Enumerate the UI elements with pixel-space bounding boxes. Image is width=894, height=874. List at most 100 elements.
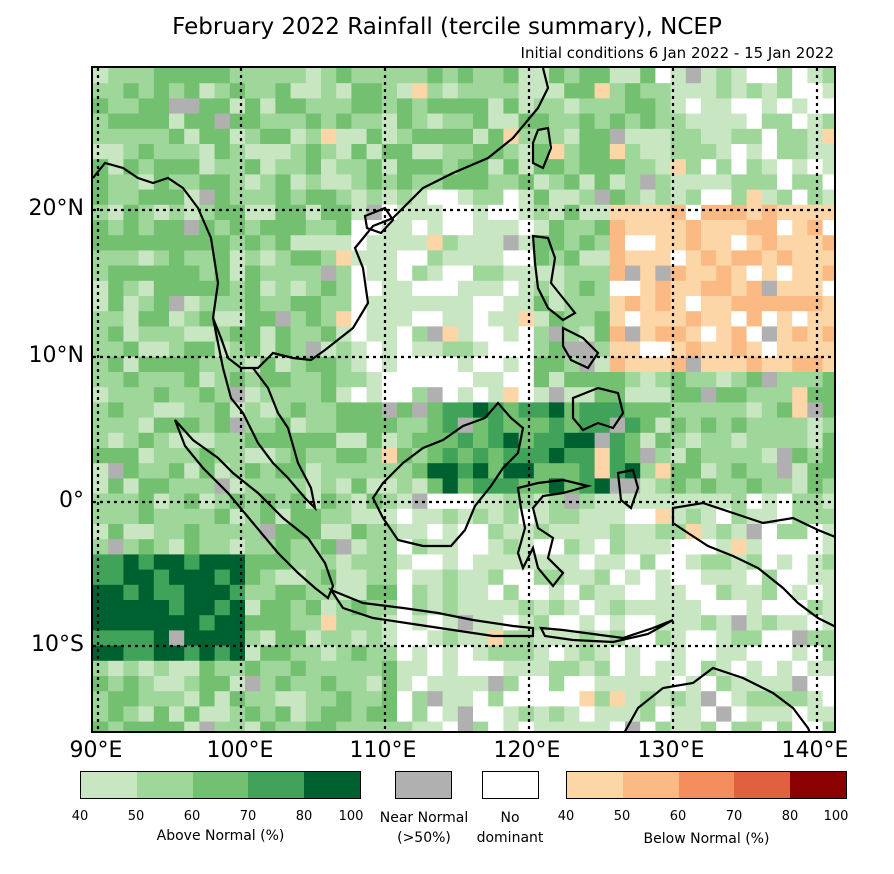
grid-cell	[412, 630, 428, 647]
grid-cell	[777, 280, 793, 297]
grid-cell	[685, 265, 702, 282]
grid-cell	[625, 83, 641, 99]
grid-cell	[822, 387, 834, 403]
grid-cell	[397, 311, 413, 327]
grid-cell	[214, 524, 231, 540]
grid-cell	[761, 691, 778, 707]
grid-cell	[701, 630, 717, 647]
grid-cell	[549, 204, 565, 221]
grid-cell	[488, 204, 504, 221]
grid-cell	[260, 402, 276, 419]
grid-cell	[807, 311, 824, 327]
grid-cell	[503, 326, 520, 343]
grid-cell	[792, 569, 808, 586]
grid-cell	[199, 341, 216, 358]
grid-cell	[625, 372, 641, 388]
grid-cell	[138, 706, 155, 723]
grid-cell	[184, 98, 200, 115]
grid-cell	[214, 630, 231, 647]
grid-cell	[777, 417, 793, 434]
grid-cell	[685, 524, 702, 540]
grid-cell	[625, 600, 641, 616]
grid-cell	[670, 144, 687, 160]
grid-cell	[153, 265, 170, 282]
grid-cell	[685, 569, 702, 586]
grid-cell	[153, 387, 170, 403]
grid-cell	[503, 584, 520, 601]
grid-cell	[564, 463, 580, 479]
grid-cell	[442, 554, 459, 571]
grid-cell	[290, 296, 307, 312]
grid-cell	[381, 706, 398, 723]
grid-cell	[716, 721, 732, 731]
grid-cell	[503, 144, 520, 160]
grid-cell	[93, 265, 109, 282]
grid-cell	[685, 554, 702, 571]
grid-cell	[640, 128, 656, 145]
grid-cell	[245, 356, 261, 373]
coastlines	[93, 68, 834, 731]
grid-cell	[138, 311, 155, 327]
grid-cell	[807, 174, 824, 191]
grid-cell	[381, 296, 398, 312]
grid-cell	[397, 524, 413, 540]
grid-cell	[93, 432, 109, 449]
grid-cell	[457, 113, 474, 130]
grid-cell	[427, 280, 444, 297]
grid-cell	[169, 463, 185, 479]
grid-cell	[807, 341, 824, 358]
grid-cell	[792, 159, 808, 175]
grid-cell	[245, 128, 261, 145]
grid-cell	[670, 387, 687, 403]
grid-cell	[701, 326, 717, 343]
grid-cell	[549, 144, 565, 160]
grid-cell	[609, 448, 626, 464]
grid-cell	[655, 600, 672, 616]
grid-cell	[609, 691, 626, 707]
grid-cell	[777, 159, 793, 175]
grid-cell	[488, 311, 504, 327]
grid-cell	[412, 493, 428, 510]
grid-cell	[685, 296, 702, 312]
grid-cell	[229, 250, 246, 267]
grid-cell	[518, 128, 535, 145]
grid-cell	[579, 204, 596, 221]
grid-cell	[579, 83, 596, 99]
grid-cell	[321, 721, 337, 731]
grid-cell	[199, 721, 216, 731]
grid-cell	[442, 189, 459, 206]
grid-cell	[579, 554, 596, 571]
grid-cell	[564, 539, 580, 555]
grid-cell	[549, 326, 565, 343]
grid-cell	[807, 691, 824, 707]
grid-cell	[655, 402, 672, 419]
grid-cell	[579, 584, 596, 601]
grid-cell	[260, 280, 276, 297]
grid-cell	[807, 189, 824, 206]
grid-cell	[670, 280, 687, 297]
grid-cell	[518, 189, 535, 206]
grid-cell	[792, 235, 808, 251]
grid-cell	[731, 600, 748, 616]
grid-cell	[807, 326, 824, 343]
grid-cell	[321, 189, 337, 206]
grid-cell	[366, 159, 383, 175]
grid-cell	[245, 630, 261, 647]
grid-cell	[214, 706, 231, 723]
grid-cell	[229, 584, 246, 601]
map-title: February 2022 Rainfall (tercile summary)…	[172, 14, 722, 40]
grid-cell	[108, 691, 124, 707]
grid-cell	[351, 220, 368, 236]
above-seg-40-50	[81, 772, 137, 798]
grid-cell	[564, 448, 580, 464]
grid-cell	[488, 356, 504, 373]
grid-cell	[214, 311, 231, 327]
grid-cell	[351, 508, 368, 525]
grid-cell	[518, 706, 535, 723]
grid-cell	[473, 128, 489, 145]
grid-cell	[549, 508, 565, 525]
grid-cell	[685, 432, 702, 449]
grid-cell	[625, 250, 641, 267]
grid-cell	[549, 159, 565, 175]
grid-cell	[457, 645, 474, 662]
